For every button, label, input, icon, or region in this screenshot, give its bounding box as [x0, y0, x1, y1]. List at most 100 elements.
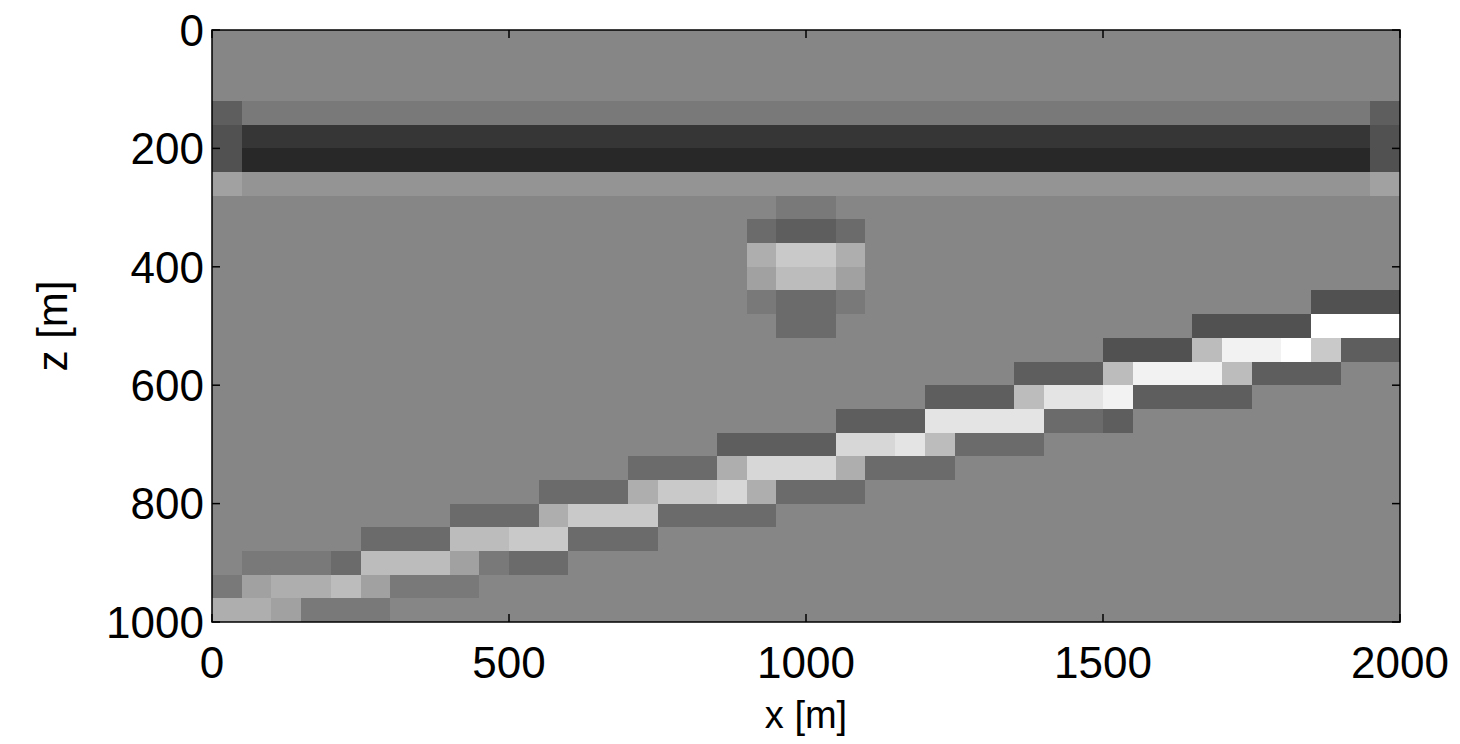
cell	[955, 30, 985, 54]
x-tick-label: 1000	[757, 638, 855, 687]
cell	[390, 196, 420, 220]
cell	[895, 433, 925, 457]
cell	[271, 243, 301, 267]
cell	[390, 385, 420, 409]
cell	[301, 290, 331, 314]
x-tick	[508, 614, 510, 622]
cell	[1162, 385, 1192, 409]
cell	[836, 148, 866, 172]
cell	[539, 30, 569, 54]
cell	[747, 504, 777, 528]
cell	[301, 30, 331, 54]
cell	[1103, 598, 1133, 622]
cell	[479, 480, 509, 504]
cell	[242, 219, 272, 243]
cell	[984, 148, 1014, 172]
cell	[450, 267, 480, 291]
cell	[1222, 54, 1252, 78]
cell	[806, 409, 836, 433]
cell	[1044, 409, 1074, 433]
cell	[420, 456, 450, 480]
cell	[1370, 433, 1400, 457]
cell	[1014, 77, 1044, 101]
cell	[212, 172, 242, 196]
cell	[1341, 77, 1371, 101]
cell	[1103, 172, 1133, 196]
cell	[1162, 480, 1192, 504]
cell	[1281, 101, 1311, 125]
cell	[1370, 551, 1400, 575]
cell	[628, 480, 658, 504]
cell	[836, 314, 866, 338]
cell	[568, 409, 598, 433]
cell	[1014, 362, 1044, 386]
cell	[747, 551, 777, 575]
cell	[717, 362, 747, 386]
cell	[509, 551, 539, 575]
cell	[984, 575, 1014, 599]
cell	[568, 598, 598, 622]
cell	[658, 433, 688, 457]
cell	[509, 54, 539, 78]
cell	[1192, 314, 1222, 338]
cell	[420, 125, 450, 149]
cell	[687, 267, 717, 291]
cell	[925, 125, 955, 149]
cell	[717, 290, 747, 314]
cell	[747, 290, 777, 314]
cell	[1073, 575, 1103, 599]
cell	[242, 314, 272, 338]
cell	[1014, 575, 1044, 599]
y-tick	[212, 266, 220, 268]
cell	[1341, 480, 1371, 504]
cell	[479, 267, 509, 291]
chart: 050010001500200002004006008001000x [m]z …	[0, 0, 1460, 744]
cell	[568, 196, 598, 220]
cell	[450, 362, 480, 386]
cell	[390, 54, 420, 78]
cell	[955, 125, 985, 149]
cell	[1252, 456, 1282, 480]
cell	[420, 338, 450, 362]
cell	[271, 290, 301, 314]
cell	[955, 290, 985, 314]
x-tick	[1399, 614, 1401, 622]
cell	[1281, 385, 1311, 409]
cell	[1133, 267, 1163, 291]
cell	[1222, 219, 1252, 243]
cell	[806, 504, 836, 528]
cell	[1014, 30, 1044, 54]
cell	[420, 575, 450, 599]
cell	[1341, 148, 1371, 172]
cell	[747, 172, 777, 196]
cell	[539, 54, 569, 78]
cell	[865, 243, 895, 267]
cell	[479, 598, 509, 622]
cell	[1192, 575, 1222, 599]
cell	[1192, 504, 1222, 528]
cell	[984, 243, 1014, 267]
cell	[1133, 172, 1163, 196]
cell	[1222, 30, 1252, 54]
cell	[1311, 219, 1341, 243]
cell	[776, 243, 806, 267]
cell	[361, 219, 391, 243]
cell	[747, 409, 777, 433]
cell	[479, 77, 509, 101]
cell	[1192, 196, 1222, 220]
cell	[1044, 598, 1074, 622]
cell	[1162, 551, 1192, 575]
cell	[568, 456, 598, 480]
cell	[658, 243, 688, 267]
cell	[212, 409, 242, 433]
cell	[1014, 172, 1044, 196]
cell	[1073, 290, 1103, 314]
cell	[450, 480, 480, 504]
cell	[568, 267, 598, 291]
cell	[717, 196, 747, 220]
cell	[658, 362, 688, 386]
cell	[361, 456, 391, 480]
cell	[242, 172, 272, 196]
cell	[598, 267, 628, 291]
cell	[1341, 575, 1371, 599]
